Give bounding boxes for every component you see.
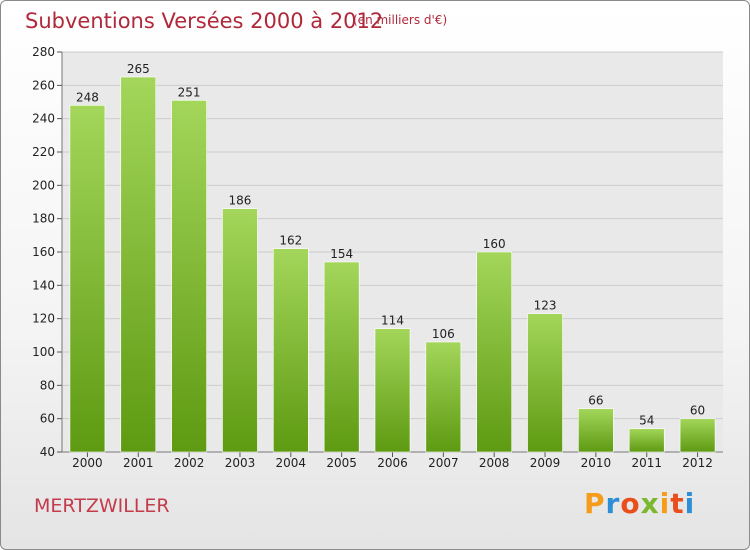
- data-label: 114: [381, 314, 404, 328]
- y-tick-label: 240: [32, 112, 55, 126]
- bar: [628, 428, 665, 453]
- chart-title: Subventions Versées 2000 à 2012: [25, 9, 384, 33]
- y-tick-label: 120: [32, 312, 55, 326]
- y-tick-label: 140: [32, 278, 55, 292]
- y-tick-label: 60: [40, 412, 55, 426]
- y-tick-label: 80: [40, 378, 55, 392]
- data-label: 54: [639, 414, 654, 428]
- y-tick-labels: 40 60 80 100 120 140 160 180 200 220 240 260 280: [32, 45, 55, 459]
- bar: [679, 418, 716, 453]
- bar: [578, 408, 614, 453]
- x-tick-label: 2005: [326, 456, 357, 470]
- x-tick-label: 2002: [174, 456, 205, 470]
- y-tick-label: 160: [32, 245, 55, 259]
- data-label: 66: [588, 394, 603, 408]
- bar: [476, 251, 512, 453]
- data-label: 186: [229, 194, 252, 208]
- y-tick-label: 40: [40, 445, 55, 459]
- data-label: 154: [330, 247, 353, 261]
- bar: [323, 261, 360, 453]
- x-tick-label: 2010: [581, 456, 612, 470]
- bar: [527, 313, 563, 453]
- bar: [222, 208, 258, 453]
- commune-name: MERTZWILLER: [34, 495, 170, 517]
- proxiti-logo: Proxiti: [584, 487, 695, 520]
- x-tick-label: 2012: [682, 456, 713, 470]
- brand-letter: x: [640, 487, 660, 520]
- data-labels: 248 265 251 186 162 154 114 106 160 123 66 54 60: [76, 62, 705, 428]
- bar: [273, 248, 309, 453]
- data-label: 60: [690, 404, 705, 418]
- bar: [374, 328, 411, 453]
- brand-letter: o: [620, 487, 641, 520]
- x-tick-label: 2004: [276, 456, 307, 470]
- y-tick-label: 220: [32, 145, 55, 159]
- y-tick-label: 180: [32, 212, 55, 226]
- bar: [120, 76, 157, 453]
- data-label: 251: [178, 85, 201, 99]
- data-label: 248: [76, 90, 99, 104]
- x-tick-labels: 2000 2001 2002 2003 2004 2005 2006 2007 2008 2009…: [72, 456, 713, 470]
- bars: [69, 76, 716, 453]
- y-tick-label: 100: [32, 345, 55, 359]
- x-tick-label: 2006: [377, 456, 408, 470]
- brand-letter: i: [659, 487, 671, 520]
- x-tick-label: 2001: [123, 456, 154, 470]
- x-tick-label: 2003: [225, 456, 256, 470]
- x-tick-label: 2007: [428, 456, 459, 470]
- data-label: 106: [432, 327, 455, 341]
- data-label: 265: [127, 62, 150, 76]
- brand-letter: r: [605, 487, 621, 520]
- brand-letter: i: [684, 487, 696, 520]
- x-tick-label: 2009: [530, 456, 561, 470]
- y-tick-label: 200: [32, 178, 55, 192]
- x-tick-label: 2000: [72, 456, 103, 470]
- brand-letter: t: [670, 487, 685, 520]
- y-tick-label: 260: [32, 78, 55, 92]
- bar: [171, 100, 207, 453]
- x-tick-label: 2008: [479, 456, 510, 470]
- x-tick-label: 2011: [631, 456, 662, 470]
- brand-letter: P: [584, 487, 606, 520]
- data-label: 160: [483, 237, 506, 251]
- data-label: 123: [534, 299, 557, 313]
- y-tick-label: 280: [32, 45, 55, 59]
- bar: [425, 341, 462, 453]
- data-label: 162: [279, 234, 302, 248]
- bar: [69, 105, 106, 453]
- unit-label: (en milliers d'€): [353, 13, 448, 27]
